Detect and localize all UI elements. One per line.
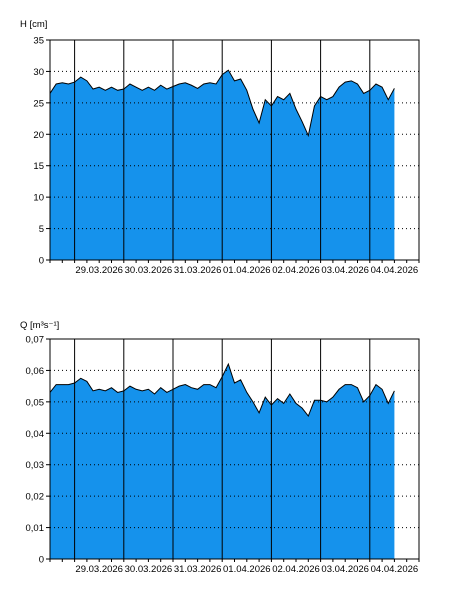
y-tick-label: 5 — [39, 224, 44, 235]
y-tick-label: 0 — [39, 256, 44, 267]
x-tick-label: 01.04.2026 — [223, 265, 271, 276]
x-tick-label: 03.04.2026 — [321, 265, 369, 276]
water-level-chart: H [cm] 0 5 10 15 20 25 30 35 29.03.2026 30.03.2026… — [20, 19, 420, 276]
y-tick-label: 30 — [33, 67, 44, 78]
y-tick-label: 15 — [33, 161, 44, 172]
y-tick-label: 10 — [33, 193, 44, 204]
y-tick-label: 0 — [39, 555, 44, 566]
y-axis-label: H [cm] — [20, 19, 47, 30]
discharge-chart: Q [m³s⁻¹] 0 0,01 0,02 0,03 0,04 0,05 0,06 0,07 29… — [20, 320, 420, 575]
x-tick-label: 31.03.2026 — [174, 564, 222, 575]
x-tick-label: 01.04.2026 — [223, 564, 271, 575]
x-tick-label: 02.04.2026 — [272, 564, 320, 575]
y-tick-label: 0,06 — [26, 366, 45, 377]
x-tick-label: 31.03.2026 — [174, 265, 222, 276]
x-tick-label: 30.03.2026 — [125, 265, 173, 276]
y-tick-label: 35 — [33, 36, 44, 47]
y-axis-label: Q [m³s⁻¹] — [20, 320, 59, 331]
x-tick-label: 03.04.2026 — [321, 564, 369, 575]
y-tick-label: 0,07 — [26, 335, 45, 346]
x-tick-label: 04.04.2026 — [371, 265, 419, 276]
x-tick-label: 02.04.2026 — [272, 265, 320, 276]
x-tick-label: 29.03.2026 — [75, 265, 123, 276]
y-tick-label: 25 — [33, 98, 44, 109]
y-tick-label: 0,01 — [26, 523, 45, 534]
y-tick-label: 0,02 — [26, 492, 45, 503]
y-tick-label: 0,05 — [26, 397, 45, 408]
y-tick-label: 0,04 — [26, 429, 45, 440]
x-tick-label: 04.04.2026 — [371, 564, 419, 575]
y-tick-label: 0,03 — [26, 460, 45, 471]
x-tick-label: 29.03.2026 — [75, 564, 123, 575]
x-tick-label: 30.03.2026 — [125, 564, 173, 575]
y-tick-label: 20 — [33, 130, 44, 141]
